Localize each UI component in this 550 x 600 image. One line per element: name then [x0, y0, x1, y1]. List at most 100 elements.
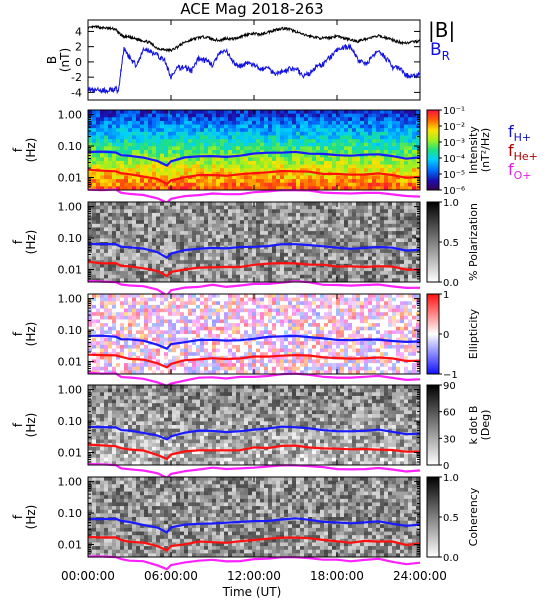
spectrogram-cell: [320, 205, 325, 210]
spectrogram-cell: [396, 135, 401, 140]
spectrogram-cell: [108, 341, 113, 346]
spectrogram-cell: [164, 245, 169, 250]
spectrogram-cell: [176, 205, 181, 210]
spectrogram-cell: [400, 139, 405, 144]
spectrogram-cell: [288, 249, 293, 254]
spectrogram-cell: [196, 319, 201, 324]
spectrogram-cell: [180, 205, 185, 210]
spectrogram-cell: [260, 117, 265, 122]
spectrogram-cell: [112, 323, 117, 328]
spectrogram-cell: [168, 131, 173, 136]
spectrogram-cell: [276, 315, 281, 320]
spectrogram-cell: [232, 160, 237, 165]
spectrogram-cell: [356, 182, 361, 187]
spectrogram-cell: [356, 157, 361, 162]
spectrogram-cell: [176, 209, 181, 214]
spectrogram-cell: [220, 323, 225, 328]
spectrogram-cell: [392, 212, 397, 217]
spectrogram-cell: [260, 348, 265, 353]
spectrogram-cell: [96, 124, 101, 129]
spectrogram-cell: [92, 252, 97, 257]
spectrogram-cell: [276, 366, 281, 371]
spectrogram-cell: [284, 186, 289, 191]
spectrogram-cell: [240, 131, 245, 136]
spectrogram-cell: [104, 344, 109, 349]
spectrogram-cell: [128, 231, 133, 236]
spectrogram-cell: [240, 366, 245, 371]
spectrogram-cell: [184, 312, 189, 317]
spectrogram-cell: [268, 175, 273, 180]
spectrogram-cell: [392, 242, 397, 247]
spectrogram-cell: [224, 301, 229, 306]
spectrogram-cell: [116, 263, 121, 268]
spectrogram-cell: [188, 131, 193, 136]
spectrogram-cell: [404, 234, 409, 239]
spectrogram-cell: [272, 312, 277, 317]
spectrogram-cell: [272, 202, 277, 207]
spectrogram-cell: [188, 234, 193, 239]
spectrogram-cell: [200, 168, 205, 173]
spectrogram-cell: [392, 252, 397, 257]
spectrogram-cell: [136, 179, 141, 184]
spectrogram-cell: [172, 120, 177, 125]
spectrogram-cell: [276, 216, 281, 221]
spectrogram-cell: [288, 263, 293, 268]
spectrogram-cell: [288, 344, 293, 349]
spectrogram-cell: [272, 209, 277, 214]
spectrogram-cell: [304, 234, 309, 239]
spectrogram-cell: [236, 256, 241, 261]
spectrogram-cell: [376, 186, 381, 191]
spectrogram-cell: [208, 256, 213, 261]
spectrogram-cell: [256, 323, 261, 328]
spectrogram-cell: [92, 326, 97, 331]
spectrogram-cell: [120, 182, 125, 187]
spectrogram-cell: [208, 366, 213, 371]
spectrogram-cell: [220, 209, 225, 214]
spectrogram-cell: [248, 110, 253, 115]
spectrogram-cell: [376, 260, 381, 265]
spectrogram-cell: [280, 304, 285, 309]
spectrogram-cell: [160, 256, 165, 261]
spectrogram-cell: [180, 220, 185, 225]
spectrogram-cell: [176, 242, 181, 247]
spectrogram-cell: [176, 128, 181, 133]
spectrogram-cell: [272, 153, 277, 158]
spectrogram-cell: [112, 179, 117, 184]
spectrogram-cell: [236, 120, 241, 125]
spectrogram-cell: [120, 117, 125, 122]
spectrogram-cell: [396, 271, 401, 276]
spectrogram-cell: [260, 267, 265, 272]
spectrogram-cell: [88, 157, 93, 162]
spectrogram-cell: [96, 128, 101, 133]
spectrogram-cell: [404, 238, 409, 243]
spectrogram-cell: [300, 131, 305, 136]
spectrogram-cell: [124, 157, 129, 162]
colorbar-tick-label: 10⁻¹: [443, 106, 465, 117]
spectrogram-cell: [188, 308, 193, 313]
spectrogram-cell: [220, 301, 225, 306]
spectrogram-cell: [188, 128, 193, 133]
spectrogram-cell: [136, 157, 141, 162]
spectrogram-cell: [164, 202, 169, 207]
spectrogram-cell: [168, 139, 173, 144]
spectrogram-cell: [292, 209, 297, 214]
spectrogram-cell: [216, 297, 221, 302]
spectrogram-cell: [296, 146, 301, 151]
spectrogram-cell: [176, 271, 181, 276]
spectrogram-cell: [160, 366, 165, 371]
spectrogram-cell: [376, 274, 381, 279]
spectrogram-cell: [224, 326, 229, 331]
spectrogram-cell: [156, 256, 161, 261]
spectrogram-cell: [392, 110, 397, 115]
spectrogram-cell: [260, 352, 265, 357]
spectrogram-cell: [112, 227, 117, 232]
spectrogram-cell: [288, 139, 293, 144]
spectrogram-cell: [192, 205, 197, 210]
spectrogram-cell: [308, 142, 313, 147]
spectrogram-cell: [292, 146, 297, 151]
spectrogram-cell: [180, 212, 185, 217]
spectrogram-cell: [184, 352, 189, 357]
spectrogram-cell: [324, 242, 329, 247]
spectrogram-cell: [200, 175, 205, 180]
spectrogram-cell: [116, 326, 121, 331]
